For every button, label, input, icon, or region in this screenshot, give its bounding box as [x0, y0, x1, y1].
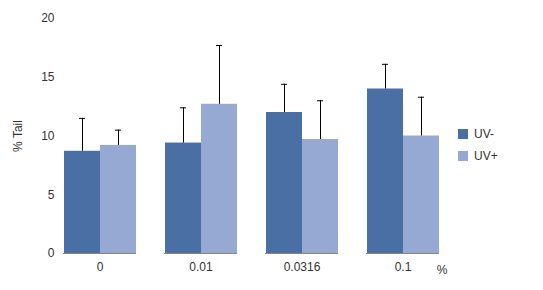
svg-text:0.01: 0.01 — [189, 260, 213, 274]
svg-text:0.1: 0.1 — [395, 260, 412, 274]
svg-text:0: 0 — [97, 260, 104, 274]
svg-text:10: 10 — [41, 128, 55, 142]
svg-text:5: 5 — [48, 187, 55, 201]
html-text:UV-: UV- — [474, 127, 494, 141]
svg-text:20: 20 — [41, 11, 55, 25]
svg-text:% Tail: % Tail — [11, 120, 25, 152]
svg-text:0: 0 — [48, 246, 55, 260]
svg-text:15: 15 — [41, 70, 55, 84]
svg-text:%: % — [437, 262, 448, 276]
html-text:UV+: UV+ — [474, 149, 498, 163]
svg-text:0.0316: 0.0316 — [284, 260, 321, 274]
